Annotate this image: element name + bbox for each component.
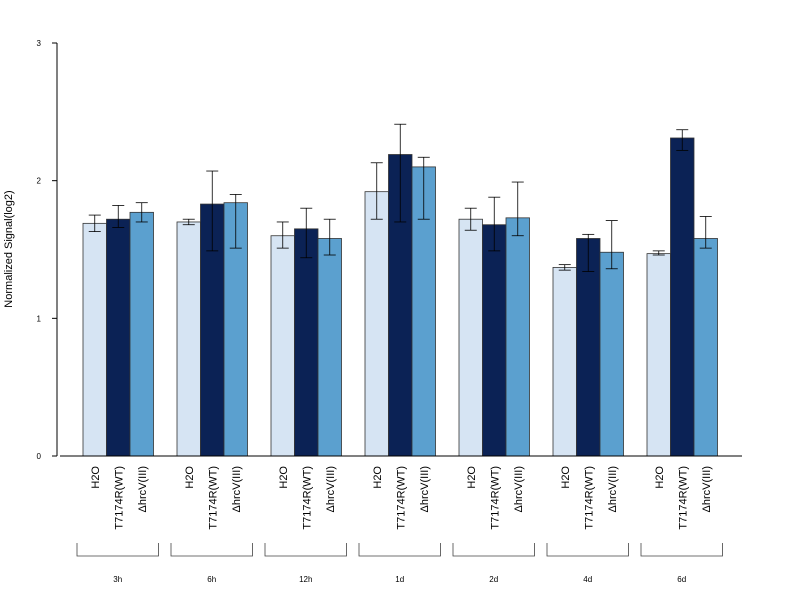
x-tick-label: ΔhrcV(III) (325, 466, 337, 512)
group-label: 6h (207, 575, 216, 584)
x-tick-label: H2O (466, 466, 478, 489)
x-tick-label: T7174R(WT) (677, 466, 689, 530)
x-tick-label: H2O (560, 466, 572, 489)
y-axis-label: Normalized Signal(log2) (3, 190, 15, 307)
bar (552, 266, 577, 457)
bar (82, 222, 107, 457)
bar (294, 228, 319, 457)
bar (458, 218, 483, 457)
bar (364, 191, 389, 457)
x-tick-label: ΔhrcV(III) (231, 466, 243, 512)
bar (176, 221, 201, 457)
x-tick-label: ΔhrcV(III) (419, 466, 431, 512)
y-tick-label: 3 (37, 39, 42, 48)
x-tick-label: T7174R(WT) (301, 466, 313, 530)
y-axis: 0 1 2 3 (37, 39, 58, 461)
bar (482, 224, 507, 457)
x-tick-label: H2O (278, 466, 290, 489)
x-tick-label: ΔhrcV(III) (513, 466, 525, 512)
x-tick-label: T7174R(WT) (489, 466, 501, 530)
y-tick-label: 1 (37, 314, 42, 323)
group-label: 4d (583, 575, 592, 584)
bar (270, 235, 295, 457)
bar (317, 238, 342, 457)
x-tick-label: H2O (184, 466, 196, 489)
group-label: 12h (299, 575, 312, 584)
group-label: 6d (677, 575, 686, 584)
error-bars-layer (88, 123, 712, 272)
group-bracket (640, 543, 723, 557)
y-tick-label: 2 (37, 177, 42, 186)
group-bracket (452, 543, 535, 557)
x-tick-label: T7174R(WT) (395, 466, 407, 530)
x-tick-label: ΔhrcV(III) (701, 466, 713, 512)
group-brackets-layer: 3h 6h 12h 1d 2d 4d 6d (76, 543, 723, 584)
group-bracket (170, 543, 253, 557)
x-axis: H2O T7174R(WT) ΔhrcV(III) H2O T7174R(WT) Δhrc… (60, 455, 742, 530)
bar (106, 218, 131, 457)
x-tick-label: T7174R(WT) (207, 466, 219, 530)
bar (599, 251, 624, 457)
x-tick-label: ΔhrcV(III) (137, 466, 149, 512)
bar (670, 137, 695, 457)
group-bracket (264, 543, 347, 557)
x-tick-label: T7174R(WT) (583, 466, 595, 530)
x-tick-label: H2O (90, 466, 102, 489)
group-label: 3h (113, 575, 122, 584)
x-tick-label: T7174R(WT) (113, 466, 125, 530)
group-label: 2d (489, 575, 498, 584)
group-bracket (546, 543, 629, 557)
bar (693, 238, 718, 457)
x-tick-label: H2O (654, 466, 666, 489)
x-tick-label: H2O (372, 466, 384, 489)
bar (505, 217, 530, 457)
group-bracket (76, 543, 159, 557)
y-tick-label: 0 (37, 452, 42, 461)
bar (129, 211, 154, 457)
group-label: 1d (395, 575, 404, 584)
bar (646, 253, 671, 457)
x-tick-label: ΔhrcV(III) (607, 466, 619, 512)
group-bracket (358, 543, 441, 557)
